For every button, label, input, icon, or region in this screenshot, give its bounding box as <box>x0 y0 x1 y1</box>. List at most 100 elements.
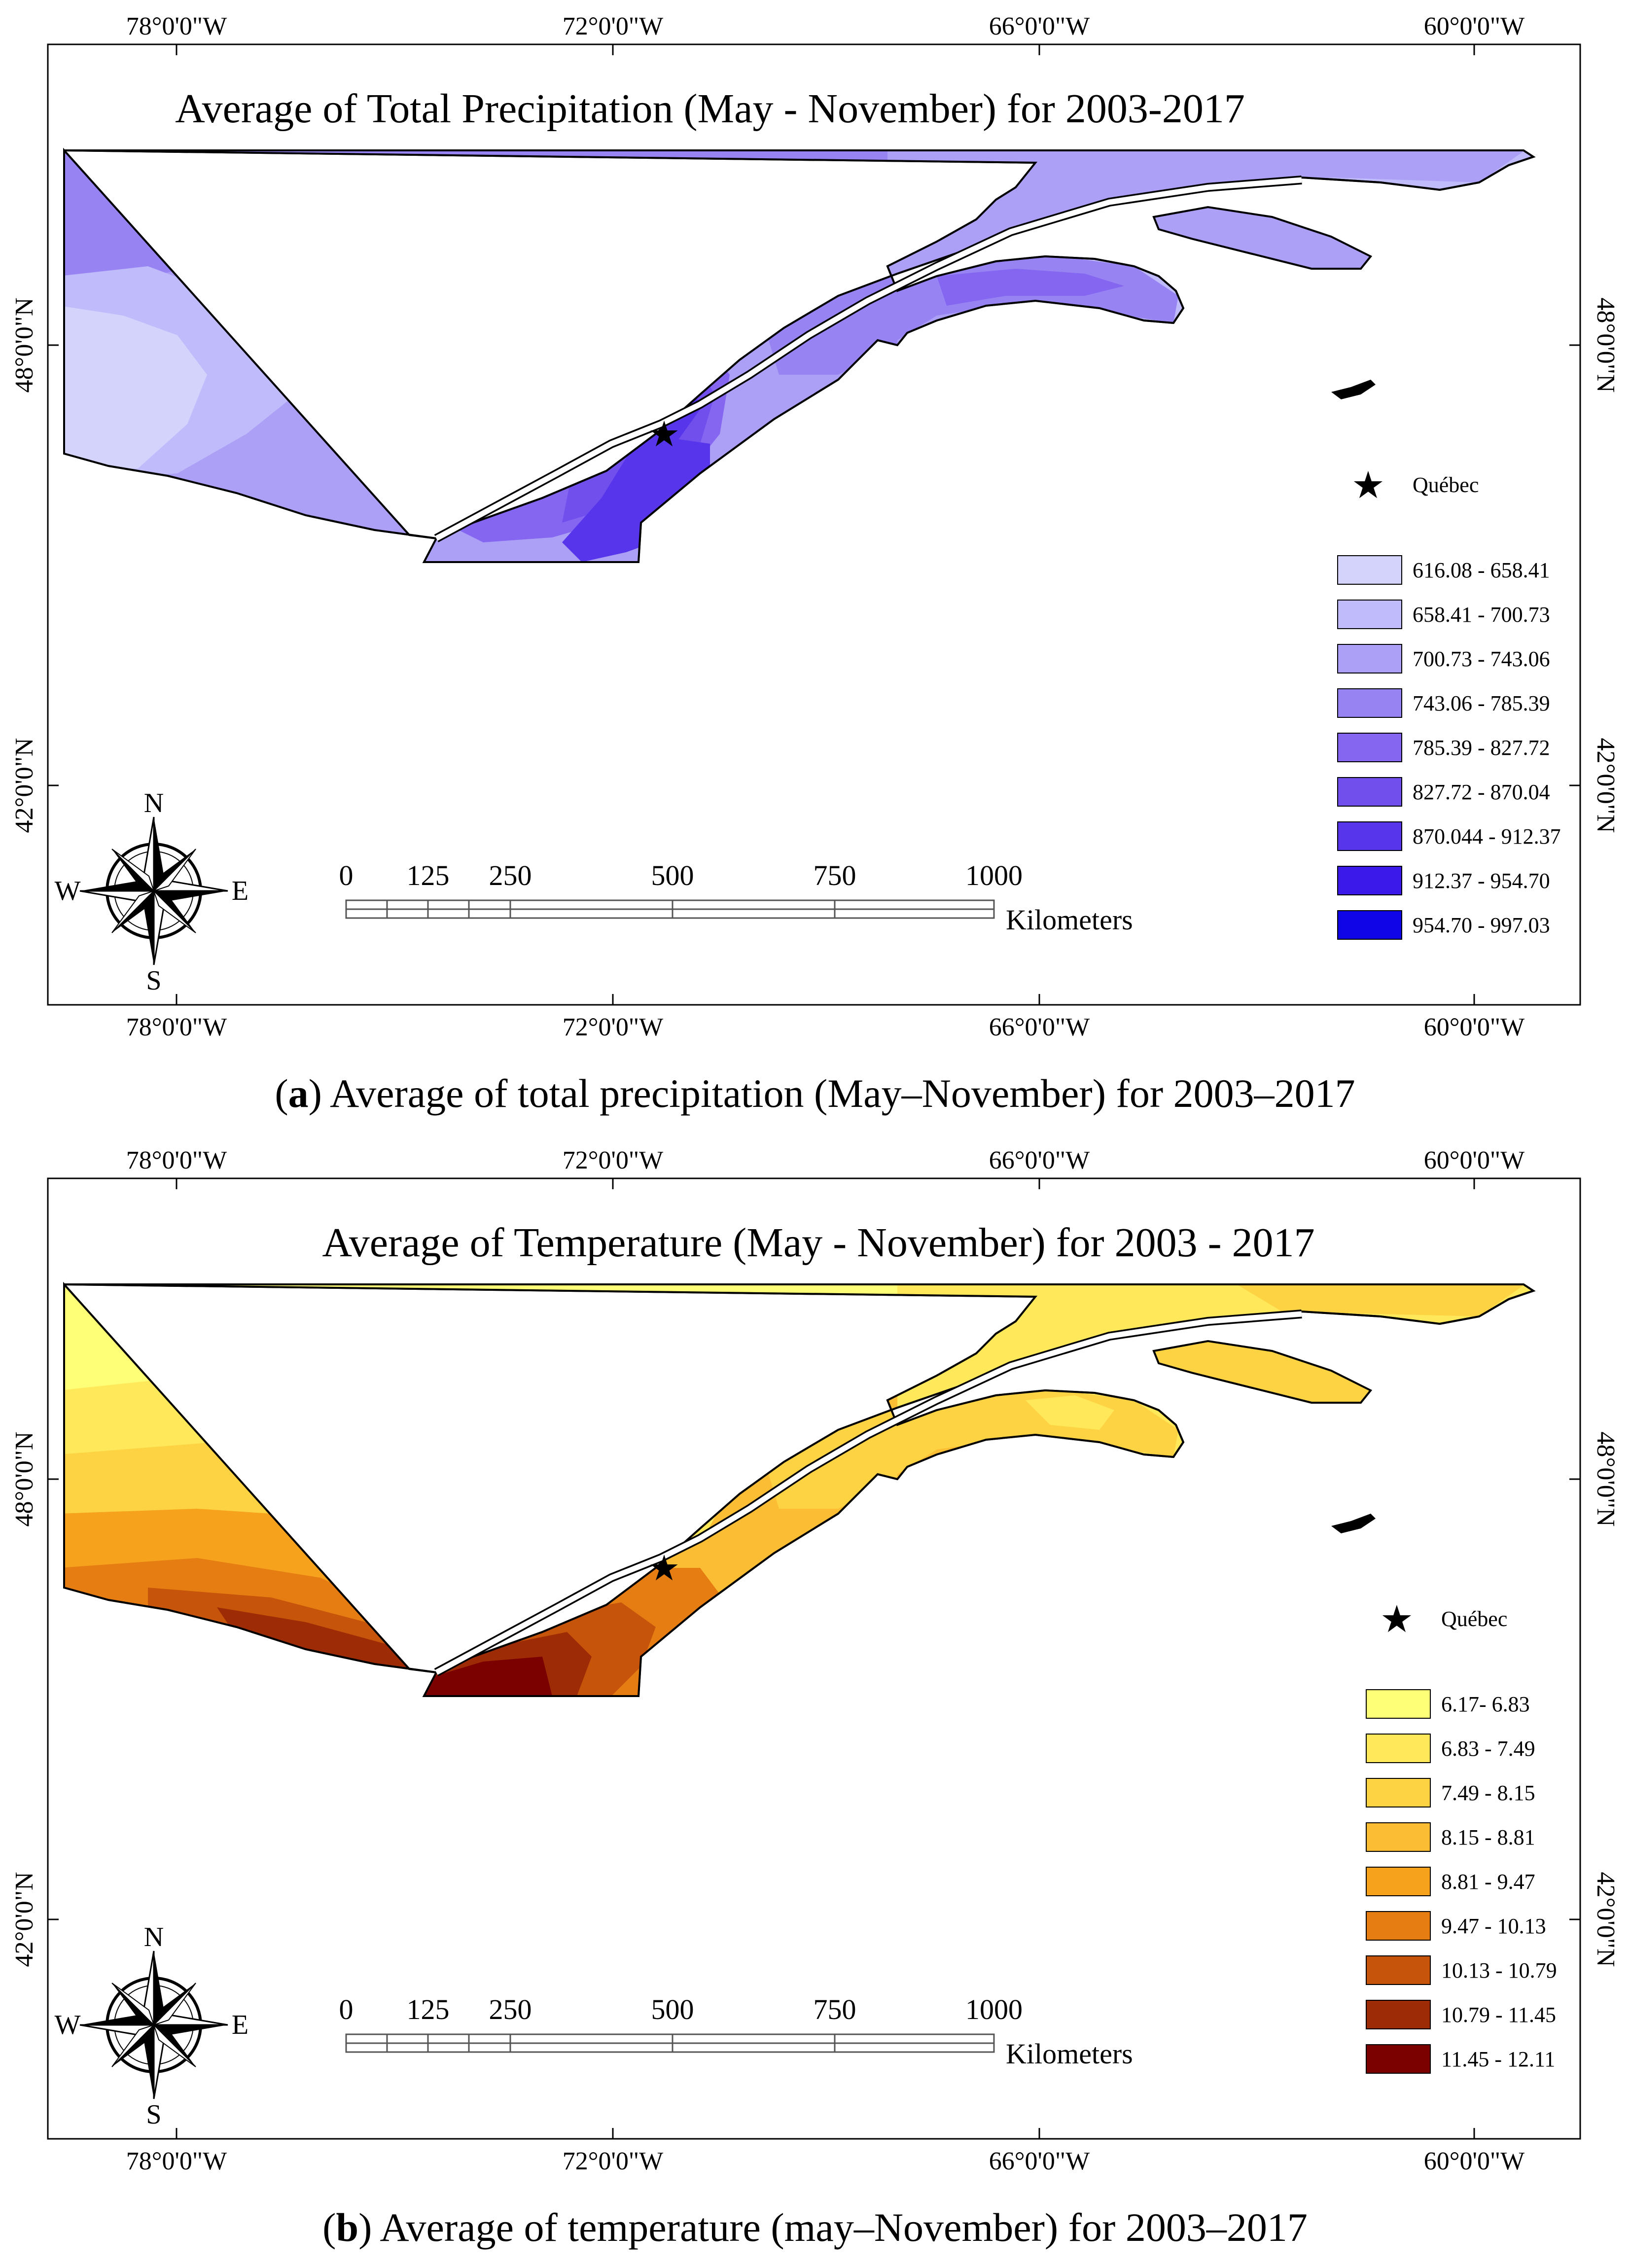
legend-swatch <box>1366 2044 1431 2074</box>
bottom-label-66w: 66°0'0"W <box>989 2147 1090 2175</box>
legend: ★ Québec 616.08 - 658.41 658.41 - 700.73 7… <box>1337 463 1561 940</box>
legend-swatch <box>1337 821 1402 851</box>
scale-tick-750: 750 <box>814 859 856 891</box>
legend-label: 912.37 - 954.70 <box>1413 869 1550 893</box>
legend-swatch <box>1337 600 1402 629</box>
panel-b: 78°0'0"W 72°0'0"W 66°0'0"W 60°0'0"W 48°0… <box>10 1146 1620 2250</box>
legend-label: 9.47 - 10.13 <box>1441 1914 1546 1938</box>
left-label-48n: 48°0'0"N <box>10 1432 38 1527</box>
compass-w: W <box>55 876 81 906</box>
legend: ★ Québec 6.17- 6.83 6.83 - 7.49 7.49 - 8.1… <box>1366 1597 1557 2074</box>
legend-label: 658.41 - 700.73 <box>1413 602 1550 627</box>
left-label-42n: 42°0'0"N <box>10 738 38 833</box>
scale-tick-750: 750 <box>814 1993 856 2025</box>
caption-letter: a <box>288 1071 309 1116</box>
graticule-ticks <box>48 44 1580 1005</box>
legend-label: 10.79 - 11.45 <box>1441 2003 1556 2027</box>
legend-swatch <box>1366 1822 1431 1852</box>
bottom-label-72w: 72°0'0"W <box>563 2147 663 2175</box>
legend-swatch <box>1337 733 1402 762</box>
quebec-star-icon: ★ <box>648 413 680 455</box>
legend-swatch <box>1337 910 1402 940</box>
legend-label: 700.73 - 743.06 <box>1413 647 1550 671</box>
legend-swatch <box>1337 866 1402 895</box>
map-frame <box>47 43 1581 1006</box>
legend-star-icon: ★ <box>1380 1597 1414 1641</box>
right-label-48n: 48°0'0"N <box>1592 298 1620 393</box>
compass-rose-icon: N S E W <box>55 1922 249 2130</box>
legend-marker-label: Québec <box>1441 1607 1507 1631</box>
caption-text: Average of temperature (may–November) fo… <box>372 2205 1307 2250</box>
right-label-48n: 48°0'0"N <box>1592 1432 1620 1527</box>
legend-label: 8.15 - 8.81 <box>1441 1825 1535 1849</box>
legend-swatch <box>1337 555 1402 585</box>
bottom-label-60w: 60°0'0"W <box>1424 1013 1524 1041</box>
legend-label: 785.39 - 827.72 <box>1413 736 1550 760</box>
scale-tick-125: 125 <box>407 1993 450 2025</box>
legend-label: 827.72 - 870.04 <box>1413 780 1550 804</box>
legend-label: 6.83 - 7.49 <box>1441 1736 1535 1761</box>
legend-swatch <box>1366 1689 1431 1719</box>
figure-caption-a: (a) Average of total precipitation (May–… <box>275 1071 1355 1116</box>
quebec-star-icon: ★ <box>648 1547 680 1589</box>
compass-e: E <box>232 2010 248 2040</box>
top-label-72w: 72°0'0"W <box>563 12 663 40</box>
legend-label: 616.08 - 658.41 <box>1413 558 1550 582</box>
scale-bar: 0 125 250 500 750 1000 Kilometers <box>339 1993 1133 2070</box>
compass-n: N <box>144 788 164 818</box>
left-label-48n: 48°0'0"N <box>10 298 38 393</box>
legend-marker-label: Québec <box>1413 473 1479 497</box>
caption-letter: b <box>336 2205 358 2250</box>
top-label-60w: 60°0'0"W <box>1424 1146 1524 1174</box>
bottom-label-72w: 72°0'0"W <box>563 1013 663 1041</box>
top-label-78w: 78°0'0"W <box>126 12 227 40</box>
scale-tick-500: 500 <box>651 1993 694 2025</box>
top-label-72w: 72°0'0"W <box>563 1146 663 1174</box>
scale-bar: 0 125 250 500 750 1000 Kilometers <box>339 859 1133 936</box>
top-label-60w: 60°0'0"W <box>1424 12 1524 40</box>
map-title: Average of Temperature (May - November) … <box>322 1220 1314 1266</box>
legend-label: 7.49 - 8.15 <box>1441 1781 1535 1805</box>
legend-swatch <box>1366 1734 1431 1763</box>
compass-rose-icon: N S E W <box>55 788 249 996</box>
scale-tick-500: 500 <box>651 859 694 891</box>
legend-swatch <box>1366 1911 1431 1941</box>
scale-tick-125: 125 <box>407 859 450 891</box>
legend-swatch <box>1366 1867 1431 1896</box>
bottom-label-60w: 60°0'0"W <box>1424 2147 1524 2175</box>
scale-tick-1000: 1000 <box>965 859 1023 891</box>
bottom-label-78w: 78°0'0"W <box>126 1013 227 1041</box>
legend-star-icon: ★ <box>1351 463 1385 507</box>
top-label-66w: 66°0'0"W <box>989 12 1090 40</box>
panel-a: 78°0'0"W 72°0'0"W 66°0'0"W 60°0'0"W 48°0… <box>10 12 1620 1116</box>
left-label-42n: 42°0'0"N <box>10 1872 38 1967</box>
legend-swatch <box>1366 2000 1431 2029</box>
map-frame <box>47 1177 1581 2140</box>
caption-text: Average of total precipitation (May–Nove… <box>322 1071 1355 1116</box>
legend-label: 743.06 - 785.39 <box>1413 691 1550 715</box>
bottom-label-78w: 78°0'0"W <box>126 2147 227 2175</box>
legend-swatch <box>1337 688 1402 718</box>
right-label-42n: 42°0'0"N <box>1592 1872 1620 1967</box>
compass-s: S <box>146 965 161 996</box>
top-label-66w: 66°0'0"W <box>989 1146 1090 1174</box>
map-title: Average of Total Precipitation (May - No… <box>175 86 1245 132</box>
legend-label: 11.45 - 12.11 <box>1441 2047 1555 2071</box>
compass-w: W <box>55 2010 81 2040</box>
legend-swatch <box>1337 777 1402 807</box>
legend-label: 10.13 - 10.79 <box>1441 1958 1557 1983</box>
legend-swatch <box>1366 1955 1431 1985</box>
top-label-78w: 78°0'0"W <box>126 1146 227 1174</box>
bottom-label-66w: 66°0'0"W <box>989 1013 1090 1041</box>
scale-tick-1000: 1000 <box>965 1993 1023 2025</box>
scale-unit: Kilometers <box>1006 904 1133 936</box>
legend-label: 870.044 - 912.37 <box>1413 824 1561 849</box>
compass-n: N <box>144 1922 164 1952</box>
legend-swatch <box>1366 1778 1431 1807</box>
figure-caption-b: (b) Average of temperature (may–November… <box>322 2205 1308 2250</box>
legend-swatch <box>1337 644 1402 673</box>
scale-tick-0: 0 <box>339 859 354 891</box>
compass-s: S <box>146 2099 161 2130</box>
legend-label: 8.81 - 9.47 <box>1441 1870 1535 1894</box>
graticule-ticks <box>48 1178 1580 2139</box>
